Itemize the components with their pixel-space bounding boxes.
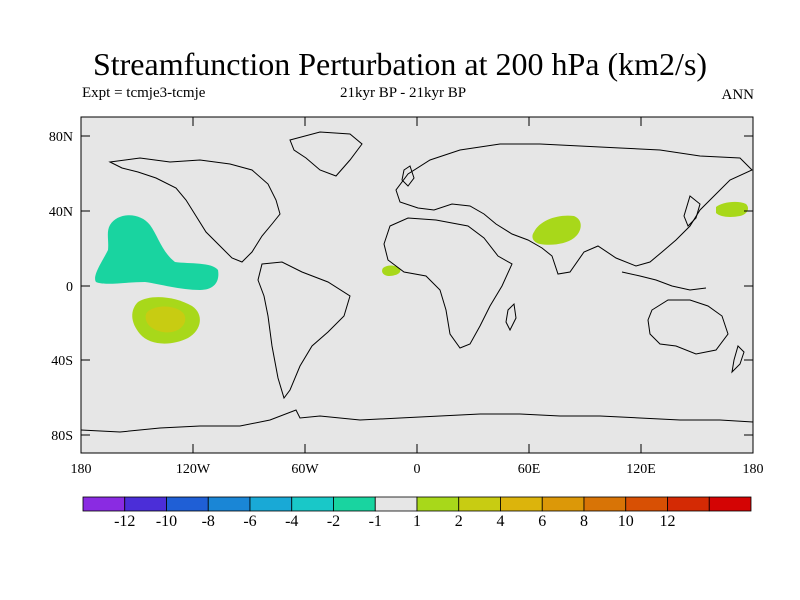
positive-anomaly-west-africa <box>382 265 401 276</box>
colorbar-swatch <box>124 496 167 512</box>
lat-label-80n: 80N <box>49 130 73 145</box>
coastline-indonesia <box>621 271 707 291</box>
colorbar-tick-label: 6 <box>538 513 547 530</box>
coastline-greenland <box>289 131 363 177</box>
coastline-south-america <box>257 261 351 400</box>
colorbar-tick-label: 8 <box>580 513 588 530</box>
coastline-north-america <box>108 157 281 263</box>
colorbar-tick-label: -2 <box>326 513 341 530</box>
latitude-labels: 80N 40N 0 40S 80S <box>49 130 73 444</box>
colorbar-tick-label: -6 <box>243 513 257 530</box>
colorbar-swatch <box>333 496 376 512</box>
anomaly-regions <box>95 201 748 344</box>
lon-label-60e: 60E <box>518 462 541 477</box>
colorbar-swatch <box>374 496 418 512</box>
season-label: ANN <box>721 87 755 103</box>
lon-label-120e: 120E <box>626 462 656 477</box>
colorbar-tick-label: -4 <box>285 513 299 530</box>
positive-anomaly-south-asia <box>532 215 581 245</box>
coastline-uk <box>401 165 415 187</box>
lat-label-40n: 40N <box>49 205 73 220</box>
lat-label-80s: 80S <box>51 429 73 444</box>
colorbar-swatch <box>500 496 543 512</box>
colorbar-tick-label: -12 <box>114 513 136 530</box>
colorbar-swatch <box>249 496 293 512</box>
positive-anomaly-northwest-pacific <box>716 201 748 217</box>
colorbar-swatch <box>583 496 627 512</box>
colorbar-swatch <box>458 496 501 512</box>
coastline-africa <box>383 217 513 349</box>
colorbar-swatch <box>541 496 585 512</box>
colorbar-tick-label: -8 <box>201 513 215 530</box>
coastline-japan <box>683 195 701 227</box>
colorbar <box>82 496 752 512</box>
lon-label-180w: 180 <box>71 462 92 477</box>
colorbar-swatch <box>82 496 126 512</box>
lat-label-40s: 40S <box>51 354 73 369</box>
experiment-label: Expt = tcmje3-tcmje <box>82 85 206 101</box>
colorbar-tick-label: 4 <box>496 513 505 530</box>
colorbar-swatch <box>166 496 209 512</box>
colorbar-tick-label: 12 <box>659 513 676 530</box>
coastline-madagascar <box>505 302 517 332</box>
colorbar-swatch <box>416 496 460 512</box>
lon-label-120w: 120W <box>176 462 211 477</box>
colorbar-tick-label: -1 <box>368 513 382 530</box>
colorbar-swatch <box>625 496 668 512</box>
lon-label-0: 0 <box>414 462 421 477</box>
colorbar-tick-label: 10 <box>617 513 634 530</box>
positive-anomaly-core <box>145 306 186 333</box>
tick-marks <box>81 117 753 453</box>
lat-label-eq: 0 <box>66 280 73 295</box>
coastline-new-zealand <box>731 345 745 374</box>
colorbar-swatch <box>207 496 251 512</box>
colorbar-tick-label: 1 <box>413 513 421 530</box>
colorbar-tick-label: -10 <box>155 513 178 530</box>
chart-title: Streamfunction Perturbation at 200 hPa (… <box>92 46 708 82</box>
coastline-antarctica <box>80 409 754 433</box>
coastlines <box>80 131 754 433</box>
coastline-australia <box>647 299 729 355</box>
lon-label-60w: 60W <box>291 462 319 477</box>
colorbar-swatch <box>667 496 710 512</box>
colorbar-swatch <box>708 496 752 512</box>
longitude-labels: 180 120W 60W 0 60E 120E 180 <box>71 462 764 477</box>
period-label: 21kyr BP - 21kyr BP <box>340 85 467 101</box>
negative-anomaly-north-pacific <box>95 215 219 290</box>
coastline-eurasia <box>395 143 753 275</box>
colorbar-swatch <box>291 496 334 512</box>
colorbar-tick-label: 2 <box>454 513 463 530</box>
lon-label-180e: 180 <box>743 462 764 477</box>
